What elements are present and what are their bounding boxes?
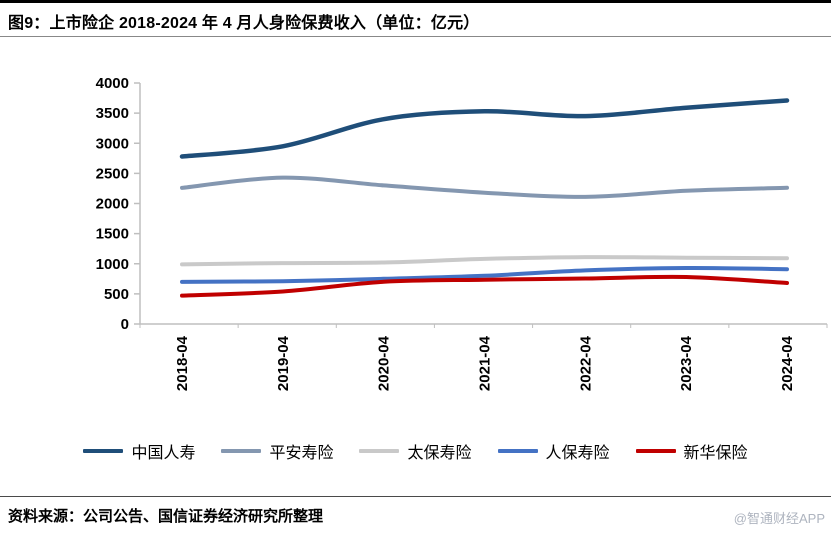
line-chart: 0 500 1000 1500 2000 2500 3000 3500 4000 2018-04 2… (96, 75, 828, 391)
chart-title: 图9：上市险企 2018-2024 年 4 月人身险保费收入（单位：亿元） (8, 15, 480, 32)
legend-line-swatch (83, 449, 124, 453)
y-axis-label: 1000 (96, 256, 129, 273)
legend-label: 新华保险 (683, 445, 748, 462)
legend-item-renbao-shouxian: 人保寿险 (497, 439, 610, 463)
y-axis-label: 4000 (96, 75, 129, 92)
axis-spines (139, 83, 827, 325)
chart-legend: 中国人寿 平安寿险 太保寿险 人保寿险 新华保险 (0, 436, 831, 466)
watermark-text: @智通财经APP (733, 511, 825, 526)
legend-item-xinhua-baoxian: 新华保险 (635, 439, 748, 463)
legend-item-zhongguo-renshou: 中国人寿 (83, 439, 195, 463)
x-axis-label: 2021-04 (477, 335, 494, 391)
legend-label: 人保寿险 (545, 445, 610, 462)
series-line-4 (180, 274, 789, 298)
y-axis-label: 1500 (96, 226, 129, 243)
y-axis-label: 2000 (96, 196, 129, 213)
legend-label: 平安寿险 (269, 445, 334, 462)
x-axis-label: 2019-04 (275, 335, 292, 391)
legend-item-pingan-shouxian: 平安寿险 (221, 439, 333, 463)
y-axis-label: 500 (104, 286, 129, 303)
x-axis-label: 2024-04 (779, 335, 796, 391)
x-axis-label: 2018-04 (174, 335, 191, 391)
x-axis-label: 2023-04 (678, 335, 695, 391)
x-axis-label: 2022-04 (577, 335, 594, 391)
legend-line-swatch (635, 449, 676, 453)
series-line-2 (180, 255, 789, 267)
legend-line-swatch (497, 449, 538, 453)
x-axis-label: 2020-04 (376, 335, 393, 391)
series-line-1 (180, 175, 789, 199)
series-line-3 (180, 265, 789, 284)
legend-line-swatch (359, 449, 400, 453)
legend-item-taibao-shouxian: 太保寿险 (359, 439, 472, 463)
y-axis-label: 2500 (96, 165, 129, 182)
title-divider (0, 36, 831, 37)
legend-label: 太保寿险 (407, 445, 472, 462)
y-axis-label: 0 (121, 316, 129, 333)
source-text: 资料来源：公司公告、国信证券经济研究所整理 (8, 508, 324, 525)
top-border-bar (0, 0, 831, 3)
series-line-0 (179, 98, 790, 159)
legend-label: 中国人寿 (131, 445, 196, 462)
y-axis-label: 3000 (96, 135, 129, 152)
footer-divider (0, 496, 831, 497)
legend-line-swatch (221, 449, 262, 453)
y-axis-label: 3500 (96, 105, 129, 122)
